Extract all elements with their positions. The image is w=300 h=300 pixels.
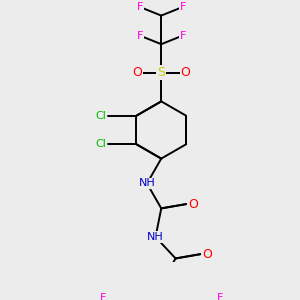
Text: NH: NH bbox=[147, 232, 164, 242]
Text: O: O bbox=[202, 248, 212, 261]
Text: Cl: Cl bbox=[95, 139, 106, 149]
Text: F: F bbox=[179, 31, 186, 40]
Text: O: O bbox=[188, 198, 198, 211]
Text: NH: NH bbox=[139, 178, 155, 188]
Text: O: O bbox=[181, 66, 190, 79]
Text: F: F bbox=[136, 2, 143, 12]
Text: O: O bbox=[132, 66, 142, 79]
Text: F: F bbox=[179, 2, 186, 12]
Text: S: S bbox=[157, 66, 165, 79]
Text: F: F bbox=[100, 292, 106, 300]
Text: F: F bbox=[136, 31, 143, 40]
Text: Cl: Cl bbox=[95, 111, 106, 121]
Text: F: F bbox=[216, 292, 223, 300]
